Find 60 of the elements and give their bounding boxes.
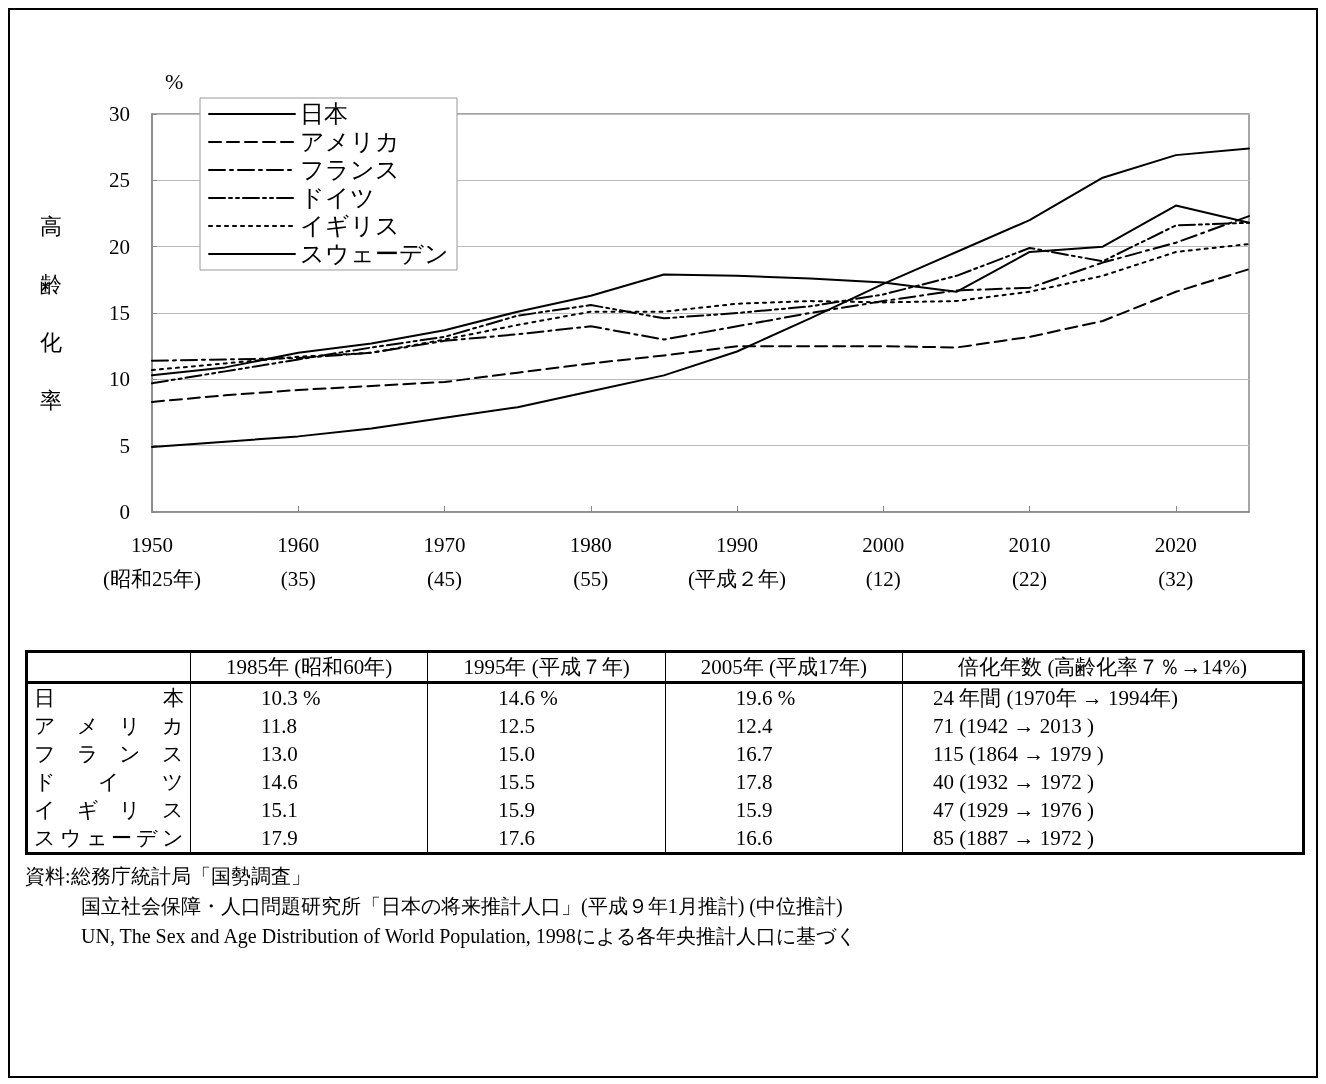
category-label: 倍化年数 (高齢化率７％→14%) — [902, 651, 1304, 683]
text: 115 (1864 → 1979 ) — [933, 742, 1104, 766]
category-label: 1995年 (平成７年) — [427, 651, 666, 683]
text: 85 (1887 → 1972 ) — [933, 826, 1095, 850]
x-tick-label: 1960 (35) — [277, 533, 320, 591]
text: 24 年間 (1970年 → 1994年) — [933, 686, 1179, 710]
category-label: 2005年 (平成17年) — [665, 651, 903, 683]
y-tick-label: 5 — [119, 433, 130, 458]
y-tick-label: 30 — [109, 102, 130, 126]
category-label: 日本 — [34, 686, 184, 710]
text: 10.3 % — [261, 686, 321, 710]
text: 13.0 — [261, 742, 298, 766]
text: 47 (1929 → 1976 ) — [933, 798, 1095, 822]
text: UN, The Sex and Age Distribution of World Population, 1998による各年央推計人口に基づく — [80, 924, 857, 950]
x-tick-label: 2010 (22) — [1008, 533, 1051, 591]
text: 12.5 — [498, 714, 536, 738]
y-tick-label: 15 — [109, 301, 130, 325]
legend-label: フランス — [300, 157, 400, 183]
text: 資料:総務庁統計局「国勢調査」 — [25, 864, 312, 889]
text: 16.7 — [735, 742, 773, 766]
x-tick-label: 2020 (32) — [1154, 533, 1197, 591]
category-label: イギリス — [34, 798, 184, 822]
text: 11.8 — [261, 714, 297, 738]
y-tick-label: 25 — [109, 168, 130, 193]
x-tick-label: 1950 (昭和25年) — [103, 533, 201, 591]
x-tick-label: 1970 (45) — [423, 533, 466, 591]
y-tick-label: 20 — [109, 234, 130, 259]
y-tick-label: 10 — [109, 367, 130, 392]
text: 17.8 — [735, 770, 773, 794]
text: 71 (1942 → 2013 ) — [933, 714, 1095, 738]
text: 15.9 — [498, 798, 536, 822]
text: 高齢化率 — [40, 213, 62, 413]
x-tick-label: 2000 (12) — [862, 533, 905, 591]
x-tick-label: 1980 (55) — [569, 533, 612, 591]
text: 40 (1932 → 1972 ) — [933, 770, 1095, 794]
category-label: スウェーデン — [34, 826, 184, 850]
legend-label: スウェーデン — [300, 241, 449, 267]
text: 15.0 — [498, 742, 536, 766]
text: 国立社会保障・人口問題研究所「日本の将来推計人口」(平成９年1月推計) (中位推計) — [80, 894, 844, 920]
text: 12.4 — [735, 714, 773, 738]
category-label: アメリカ — [34, 714, 184, 738]
text: % — [165, 68, 184, 94]
text: 15.5 — [498, 770, 536, 794]
category-label: 1985年 (昭和60年) — [190, 651, 428, 683]
legend-label: イギリス — [300, 213, 400, 239]
category-label: フランス — [34, 742, 184, 766]
text: 14.6 — [261, 770, 298, 794]
legend-label: 日本 — [300, 101, 348, 127]
x-tick-label: 1990 (平成２年) — [688, 533, 787, 591]
category-label: ドイツ — [34, 770, 184, 794]
legend-label: ドイツ — [300, 185, 375, 211]
text: 15.9 — [735, 798, 773, 822]
y-tick-label: 0 — [119, 500, 130, 524]
text: 15.1 — [261, 798, 298, 822]
text: 19.6 % — [735, 686, 796, 710]
text: 17.9 — [261, 826, 298, 850]
text: 16.6 — [735, 826, 773, 850]
text: 17.6 — [498, 826, 536, 850]
legend-label: アメリカ — [300, 129, 400, 155]
text: 14.6 % — [498, 686, 558, 710]
